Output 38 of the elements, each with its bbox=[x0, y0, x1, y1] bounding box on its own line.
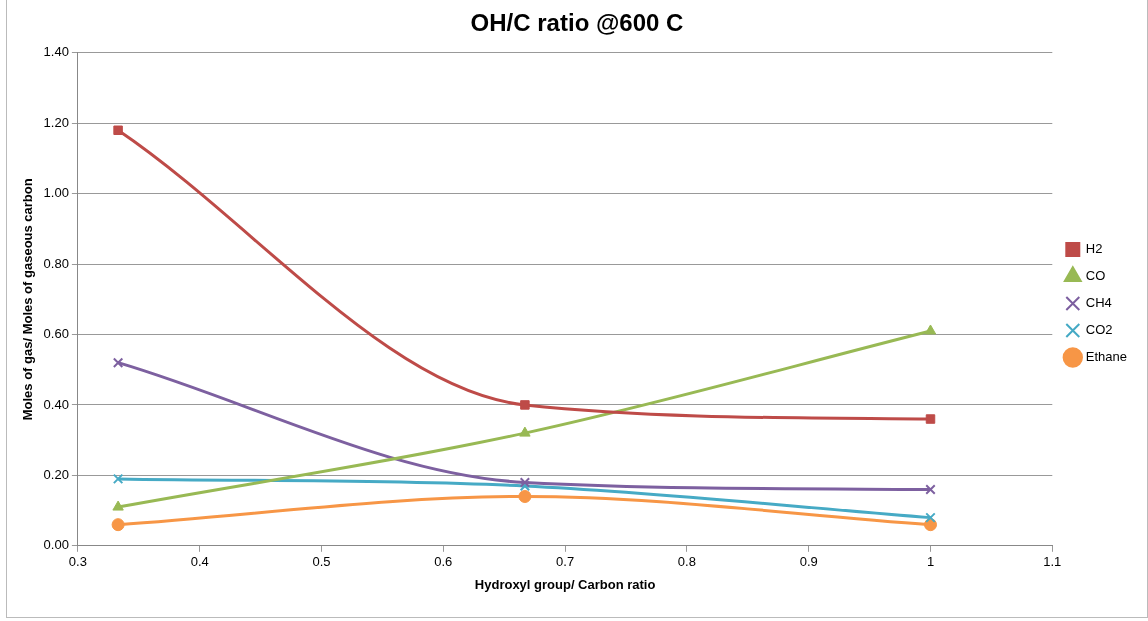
legend-label: H2 bbox=[1085, 241, 1103, 257]
point bbox=[520, 400, 530, 410]
x-tick-label: 1 bbox=[926, 554, 935, 570]
x-tick-label: 0.3 bbox=[68, 554, 87, 570]
y-tick-label: 1.40 bbox=[43, 44, 69, 60]
y-tick-label: 1.20 bbox=[43, 114, 69, 130]
legend-label: CO bbox=[1085, 268, 1106, 284]
y-tick-label: 0.20 bbox=[43, 466, 69, 482]
point bbox=[925, 484, 936, 495]
x-tick-label: 0.9 bbox=[799, 554, 818, 570]
point bbox=[925, 512, 936, 523]
x-tick-label: 0.5 bbox=[312, 554, 331, 570]
y-axis-title: Moles of gas/ Moles of gaseous carbon bbox=[20, 178, 36, 421]
point bbox=[112, 357, 124, 368]
point bbox=[518, 490, 532, 503]
point bbox=[924, 324, 937, 335]
x-tick-label: 0.8 bbox=[677, 554, 696, 570]
point bbox=[925, 414, 936, 424]
y-tick-label: 0.40 bbox=[43, 396, 69, 412]
y-tick-label: 0.80 bbox=[43, 255, 69, 271]
point bbox=[519, 426, 531, 437]
point bbox=[519, 477, 531, 488]
x-tick-label: 0.6 bbox=[434, 554, 453, 570]
x-axis-title: Hydroxyl group/ Carbon ratio bbox=[474, 576, 656, 592]
x-tick-label: 1.1 bbox=[1043, 554, 1062, 570]
legend-label: CO2 bbox=[1085, 322, 1113, 338]
y-tick-label: 1.00 bbox=[43, 185, 69, 201]
y-tick-label: 0.00 bbox=[43, 537, 69, 553]
point bbox=[111, 518, 125, 532]
point bbox=[113, 125, 123, 136]
point bbox=[112, 500, 124, 511]
x-tick-label: 0.7 bbox=[556, 554, 575, 570]
chart-title: OH/C ratio @600 C bbox=[470, 9, 684, 37]
x-tick-label: 0.4 bbox=[190, 554, 209, 570]
point bbox=[112, 473, 124, 485]
legend-label: CH4 bbox=[1085, 295, 1112, 311]
y-tick-label: 0.60 bbox=[43, 326, 69, 342]
legend-label: Ethane bbox=[1085, 349, 1127, 365]
